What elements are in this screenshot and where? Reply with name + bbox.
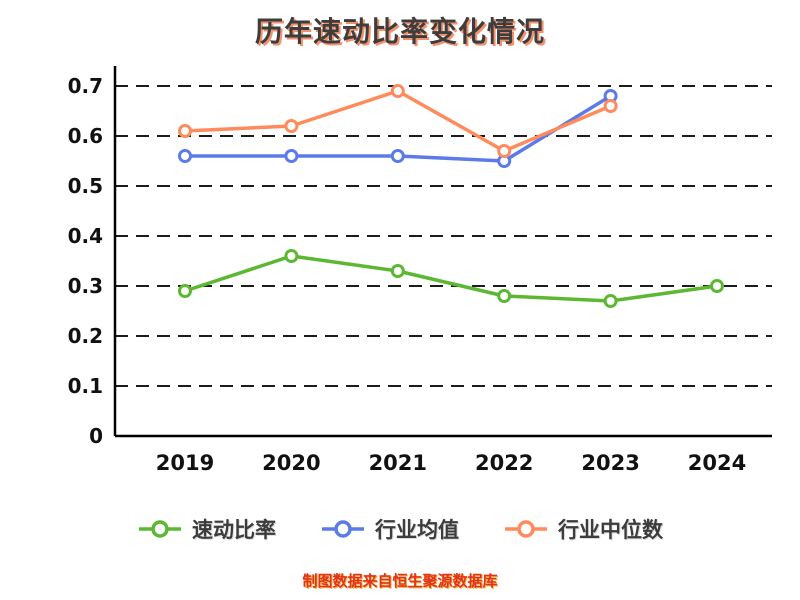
svg-text:2022: 2022 <box>475 451 533 475</box>
data-point <box>284 149 299 163</box>
svg-text:0: 0 <box>89 424 103 448</box>
gridlines <box>115 85 772 387</box>
svg-text:0.3: 0.3 <box>68 274 103 298</box>
series-line-2 <box>178 84 618 158</box>
svg-text:0.6: 0.6 <box>68 124 103 148</box>
legend-item-quick-ratio[interactable]: 速动比率 <box>137 514 276 544</box>
legend-marker-quick-ratio-icon <box>139 520 181 538</box>
svg-text:2021: 2021 <box>369 451 427 475</box>
x-axis-labels: 2019 2020 2021 2022 2023 2024 <box>156 451 746 475</box>
svg-text:0.1: 0.1 <box>68 374 103 398</box>
data-point <box>603 294 618 308</box>
legend-item-industry-mean[interactable]: 行业均值 <box>320 514 459 544</box>
chart-title: 历年速动比率变化情况 <box>254 15 545 48</box>
svg-text:0.5: 0.5 <box>68 174 103 198</box>
svg-text:0.4: 0.4 <box>68 224 103 248</box>
data-point <box>178 284 192 298</box>
legend-label-industry-mean: 行业均值 <box>375 518 459 542</box>
data-source-note: 制图数据来自恒生聚源数据库 <box>302 572 498 590</box>
svg-text:2020: 2020 <box>262 451 320 475</box>
svg-text:0.7: 0.7 <box>68 74 103 98</box>
legend-item-industry-median[interactable]: 行业中位数 <box>503 514 663 544</box>
data-point <box>497 144 512 158</box>
legend-marker-industry-mean-icon <box>322 520 364 538</box>
series-line-0 <box>178 249 724 308</box>
data-point <box>390 264 405 278</box>
data-point <box>603 99 618 113</box>
data-point <box>497 289 512 303</box>
chart-legend: 速动比率 行业均值 行业中位数 <box>0 514 800 544</box>
data-point <box>284 249 299 263</box>
data-point <box>178 149 192 163</box>
svg-text:2024: 2024 <box>688 451 746 475</box>
data-point <box>178 124 192 138</box>
legend-label-industry-median: 行业中位数 <box>558 518 663 542</box>
data-point <box>390 84 405 98</box>
legend-label-quick-ratio: 速动比率 <box>192 518 276 542</box>
svg-text:2023: 2023 <box>581 451 639 475</box>
data-point <box>710 279 724 293</box>
legend-marker-industry-median-icon <box>505 520 547 538</box>
svg-text:0.2: 0.2 <box>68 324 103 348</box>
series-line-1 <box>178 89 618 168</box>
data-point <box>390 149 405 163</box>
y-axis-labels: 0 0.1 0.2 0.3 0.4 0.5 0.6 0.7 <box>68 74 103 448</box>
data-point <box>284 119 299 133</box>
svg-text:2019: 2019 <box>156 451 214 475</box>
